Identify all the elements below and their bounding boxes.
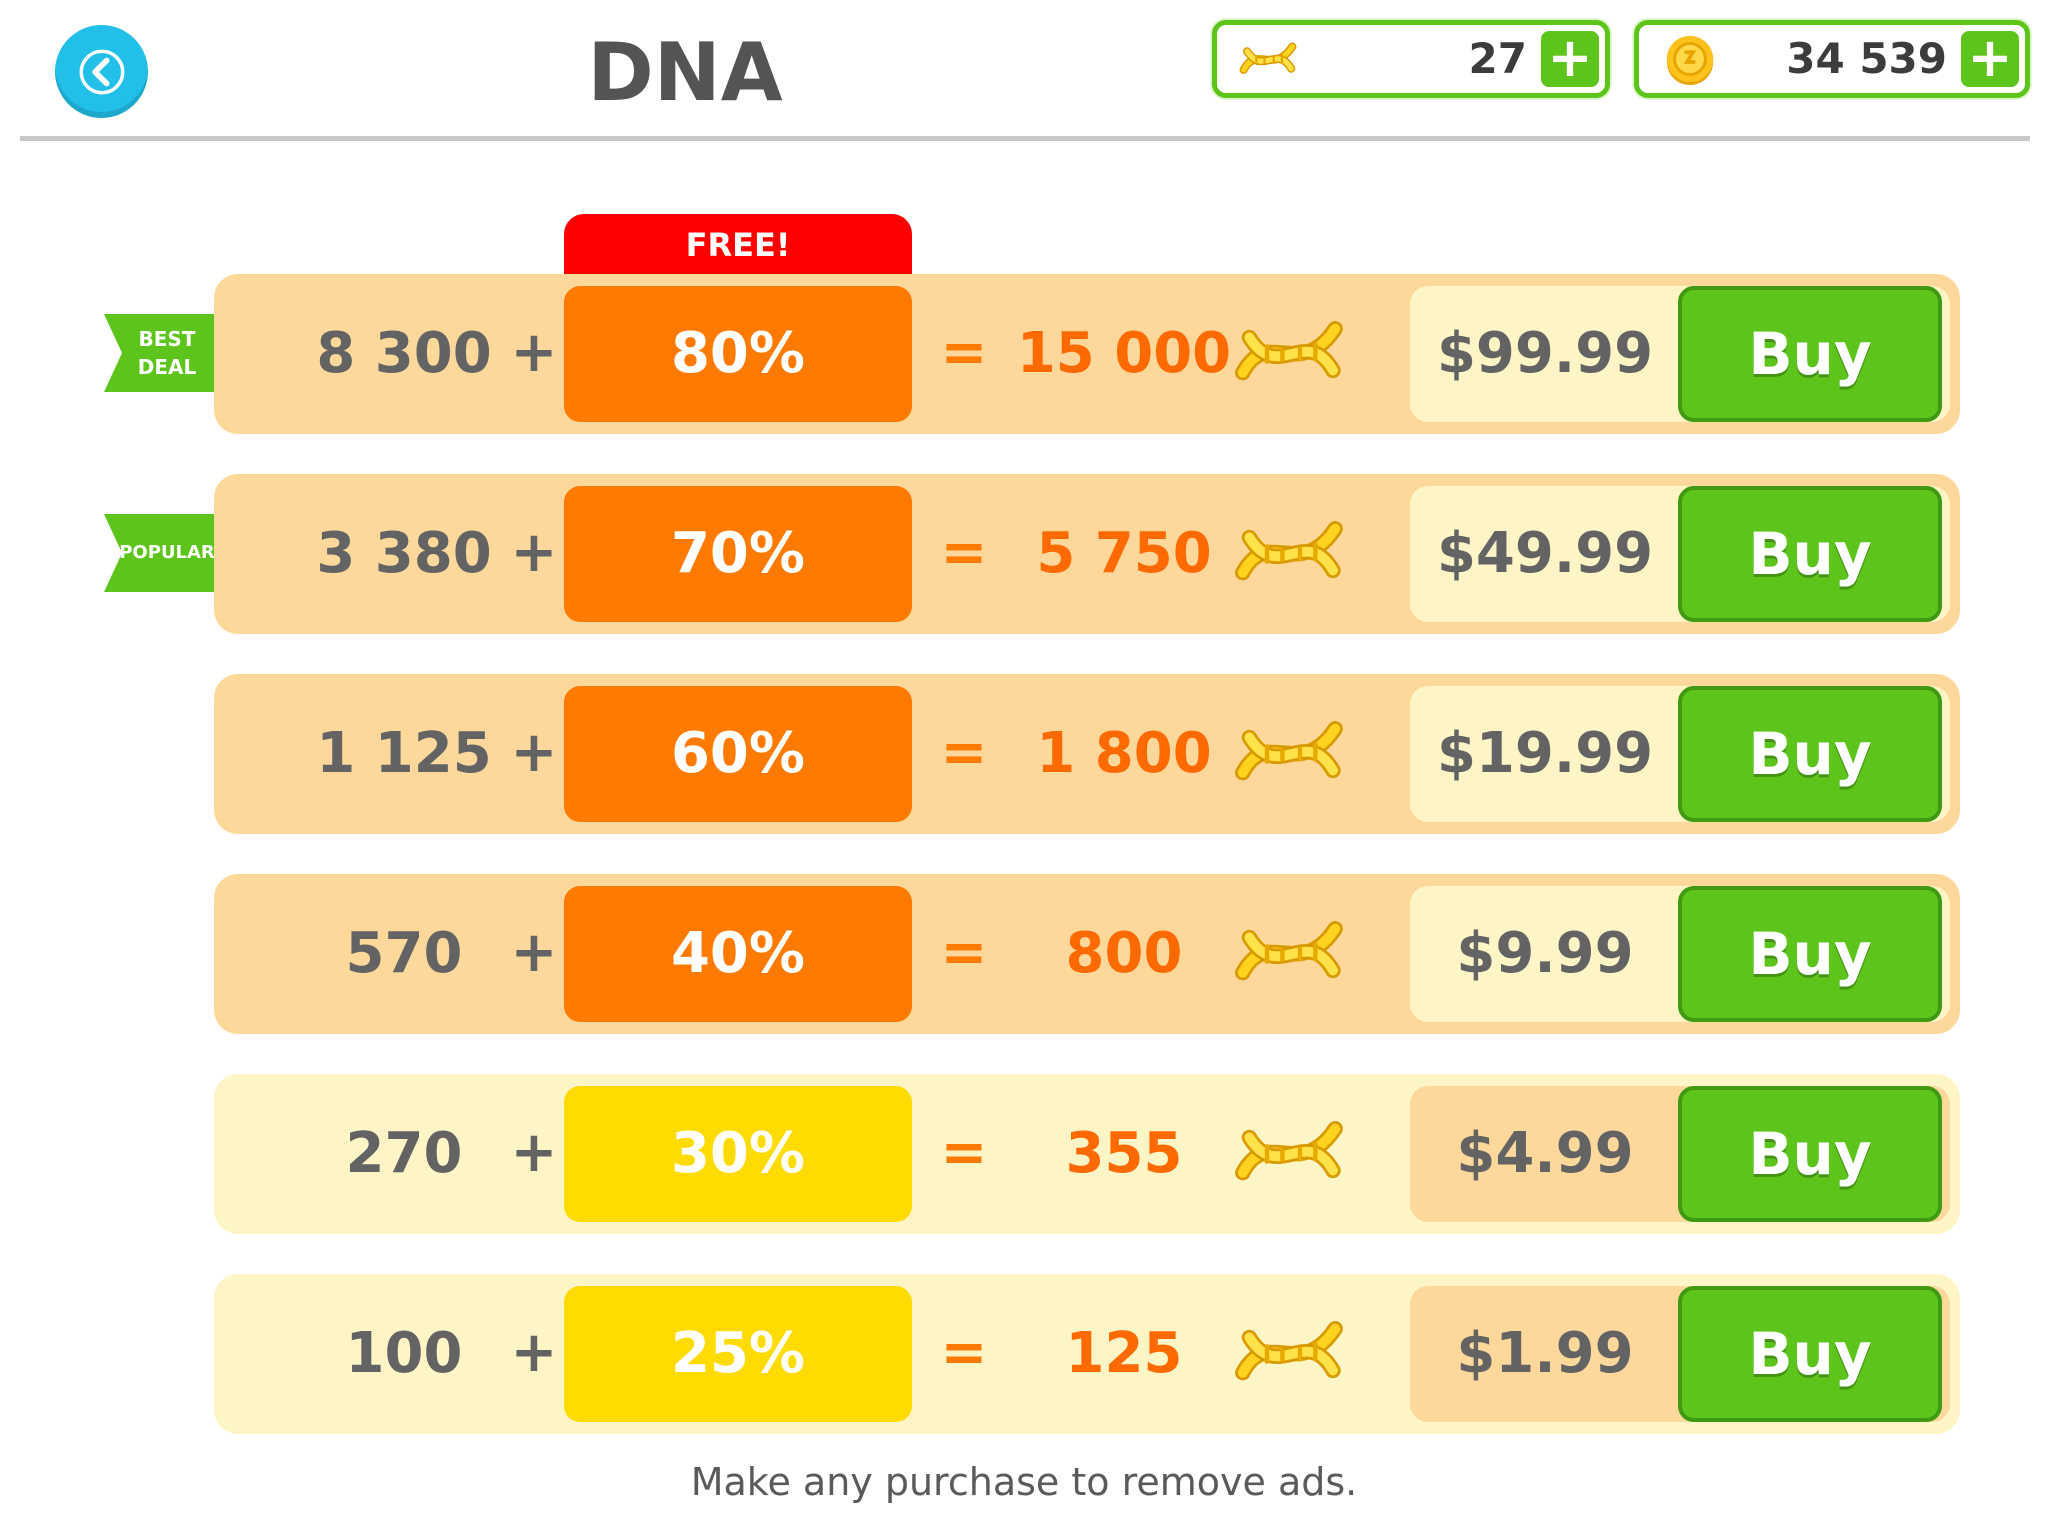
- offer-bonus-percent: 80%: [564, 286, 912, 422]
- coin-balance: 34 539: [1786, 34, 1947, 83]
- dna-balance: 27: [1468, 34, 1527, 83]
- buy-button[interactable]: Buy: [1678, 486, 1942, 622]
- offer-base-amount: 8 300: [316, 321, 492, 386]
- offer-bonus-percent: 30%: [564, 1086, 912, 1222]
- coin-counter: 34 539 +: [1634, 20, 2030, 98]
- plus-sign: +: [510, 320, 558, 385]
- offer-base-amount: 3 380: [316, 521, 492, 586]
- buy-button[interactable]: Buy: [1678, 686, 1942, 822]
- offer-price: $19.99: [1436, 721, 1654, 786]
- offer-row: 3 380 + 70% = 5 750 $49.99 Buy: [214, 474, 1960, 634]
- free-badge: FREE!: [564, 214, 912, 276]
- offer-row: 270 + 30% = 355 $4.99 Buy: [214, 1074, 1960, 1234]
- best-deal-tag-line1: BEST: [138, 327, 196, 351]
- best-deal-tag: BEST DEAL: [104, 314, 216, 392]
- offer-price: $99.99: [1436, 321, 1654, 386]
- offer-base-amount: 100: [345, 1321, 463, 1386]
- best-deal-tag-line2: DEAL: [137, 355, 197, 379]
- offer-bonus-percent: 70%: [564, 486, 912, 622]
- offer-row: 570 + 40% = 800 $9.99 Buy: [214, 874, 1960, 1034]
- offer-row: 100 + 25% = 125 $1.99 Buy: [214, 1274, 1960, 1434]
- offer-bonus-percent: 60%: [564, 686, 912, 822]
- header-divider: [20, 136, 2030, 141]
- dna-icon: [1234, 504, 1344, 604]
- offer-row: 1 125 + 60% = 1 800 $19.99 Buy: [214, 674, 1960, 834]
- chevron-left-icon: [79, 49, 124, 94]
- dna-icon: [1234, 1304, 1344, 1404]
- offer-base-amount: 1 125: [316, 721, 492, 786]
- offer-price: $9.99: [1456, 921, 1634, 986]
- buy-button[interactable]: Buy: [1678, 886, 1942, 1022]
- plus-sign: +: [510, 1120, 558, 1185]
- dna-counter: 27 +: [1212, 20, 1610, 98]
- buy-button[interactable]: Buy: [1678, 286, 1942, 422]
- offer-price: $1.99: [1456, 1321, 1634, 1386]
- dna-icon: [1234, 304, 1344, 404]
- dna-icon: [1234, 1104, 1344, 1204]
- plus-sign: +: [510, 920, 558, 985]
- equals-sign: =: [940, 320, 988, 385]
- add-dna-button[interactable]: +: [1541, 31, 1599, 87]
- offer-total-amount: 15 000: [1016, 321, 1232, 386]
- dna-icon: [1234, 704, 1344, 804]
- offer-row: 8 300 + 80% = 15 000 $99.99 Buy: [214, 274, 1960, 434]
- offer-total-amount: 1 800: [1036, 721, 1212, 786]
- plus-sign: +: [510, 1320, 558, 1385]
- buy-button[interactable]: Buy: [1678, 1286, 1942, 1422]
- offer-base-amount: 270: [345, 1121, 463, 1186]
- offer-base-amount: 570: [345, 921, 463, 986]
- equals-sign: =: [940, 920, 988, 985]
- equals-sign: =: [940, 720, 988, 785]
- plus-sign: +: [510, 520, 558, 585]
- offer-bonus-percent: 25%: [564, 1286, 912, 1422]
- offer-total-amount: 5 750: [1036, 521, 1212, 586]
- dna-icon: [1234, 904, 1344, 1004]
- page-title: DNA: [587, 26, 783, 119]
- back-button[interactable]: [55, 25, 148, 118]
- dna-icon: [1239, 33, 1297, 87]
- offer-bonus-percent: 40%: [564, 886, 912, 1022]
- offer-total-amount: 355: [1065, 1121, 1183, 1186]
- equals-sign: =: [940, 1320, 988, 1385]
- buy-button[interactable]: Buy: [1678, 1086, 1942, 1222]
- remove-ads-note: Make any purchase to remove ads.: [690, 1460, 1358, 1504]
- offer-total-amount: 125: [1065, 1321, 1183, 1386]
- add-coins-button[interactable]: +: [1961, 31, 2019, 87]
- offer-price: $49.99: [1436, 521, 1654, 586]
- offer-total-amount: 800: [1065, 921, 1183, 986]
- equals-sign: =: [940, 1120, 988, 1185]
- equals-sign: =: [940, 520, 988, 585]
- offer-price: $4.99: [1456, 1121, 1634, 1186]
- popular-tag: POPULAR: [104, 514, 216, 592]
- plus-sign: +: [510, 720, 558, 785]
- popular-tag-label: POPULAR: [119, 542, 215, 563]
- coin-icon: [1666, 35, 1714, 86]
